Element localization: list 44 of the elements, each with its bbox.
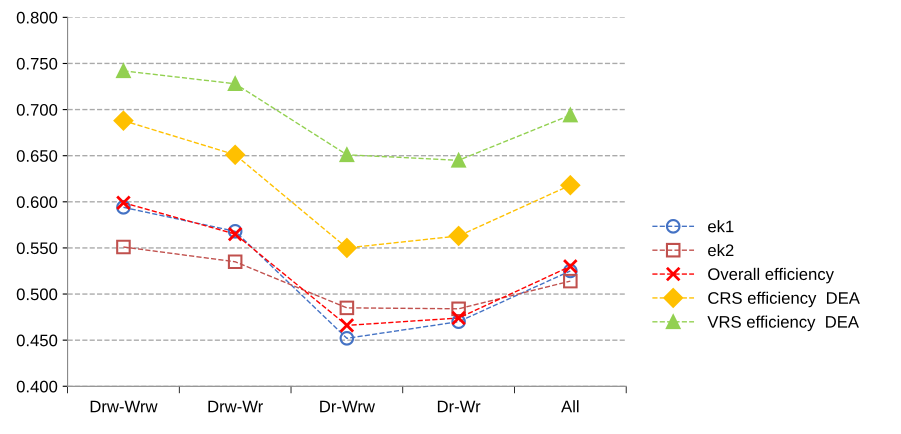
point (451, 301, 466, 316)
point (340, 300, 354, 316)
point (560, 175, 580, 196)
legend-label: CRS efficiency DEA (708, 292, 860, 308)
legend-label: ek1 (708, 220, 734, 232)
legend-label: ek2 (708, 244, 734, 256)
point (228, 224, 242, 239)
y-tick-label: 0.500 (16, 288, 58, 300)
point (451, 153, 466, 168)
y-tick-label: 0.700 (16, 104, 58, 116)
x-tick-label: Dr-Wrw (320, 400, 376, 412)
point (225, 144, 246, 165)
x-tick-label: All (561, 400, 578, 412)
y-tick-label: 0.400 (16, 380, 58, 392)
point (339, 318, 355, 334)
y-tick-label: 0.600 (16, 196, 58, 208)
y-tick-label: 0.650 (16, 150, 58, 162)
point (116, 195, 132, 210)
y-tick-label: 0.750 (16, 58, 58, 70)
point (448, 226, 468, 246)
y-tick-label: 0.800 (16, 12, 58, 24)
point (340, 331, 354, 346)
x-tick-label: Drw-Wrw (90, 400, 158, 412)
point (228, 226, 243, 242)
legend-label: Overall efficiency (708, 268, 834, 284)
point (563, 108, 578, 122)
legend-label: VRS efficiency DEA (707, 316, 859, 332)
x-tick-label: Drw-Wr (208, 400, 263, 412)
point (563, 264, 578, 278)
point (562, 258, 578, 274)
point (116, 200, 131, 215)
point (114, 110, 134, 131)
point (340, 147, 354, 162)
point (563, 274, 578, 288)
y-tick-label: 0.450 (16, 334, 58, 346)
point (451, 314, 466, 329)
point (228, 76, 242, 92)
point (116, 64, 131, 78)
point (337, 238, 357, 258)
point (450, 310, 466, 326)
point (228, 254, 242, 270)
x-tick-label: Dr-Wr (438, 400, 480, 412)
y-tick-label: 0.550 (16, 242, 58, 254)
point (116, 240, 131, 254)
